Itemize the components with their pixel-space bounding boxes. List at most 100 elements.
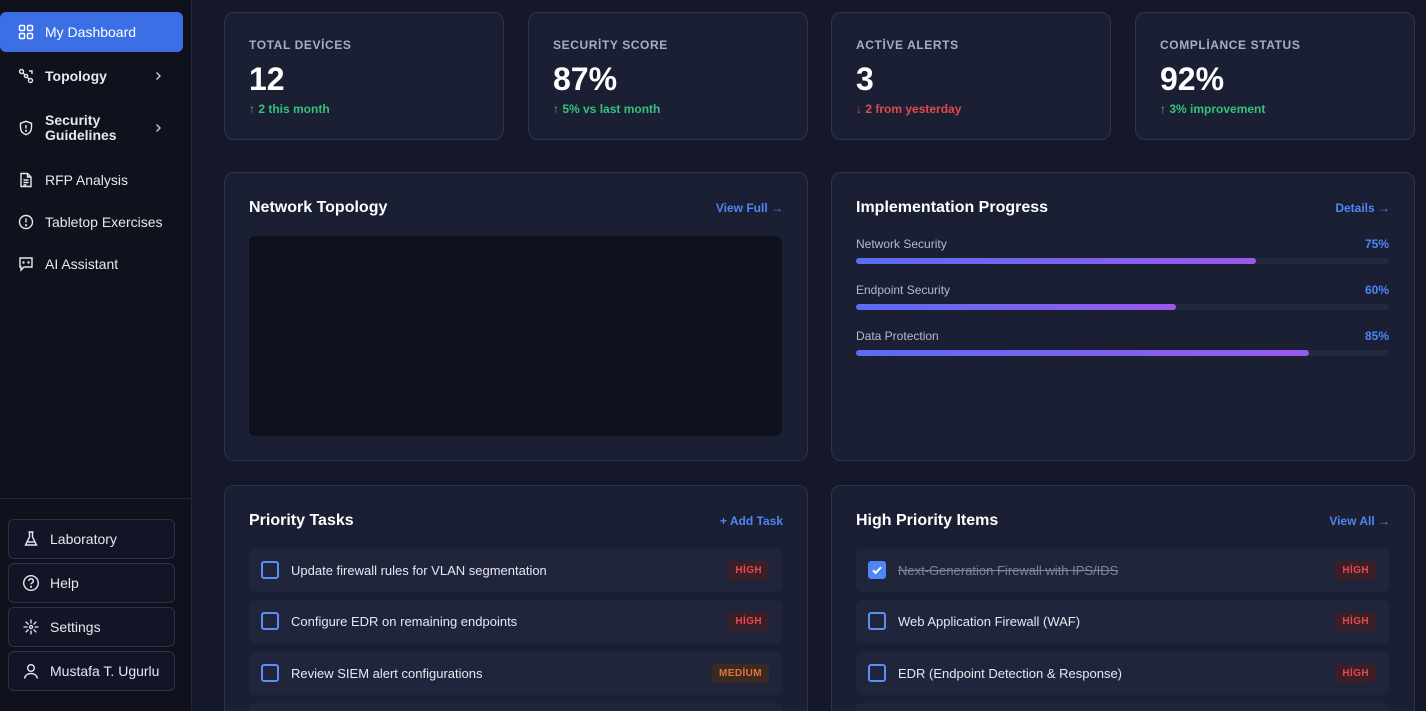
sidebar-item-label: Tabletop Exercises (45, 214, 163, 230)
stat-value: 87% (553, 61, 618, 97)
item-text: Next-Generation Firewall with IPS/IDS (898, 563, 1119, 578)
stat-delta: ↓ 2 from yesterday (856, 102, 962, 116)
priority-badge: HİGH (1335, 664, 1376, 683)
list-item[interactable] (856, 703, 1389, 711)
implementation-progress-card: Implementation Progress Details → Networ… (831, 172, 1415, 461)
sidebar-item-label: My Dashboard (45, 24, 137, 40)
item-text: EDR (Endpoint Detection & Response) (898, 666, 1123, 681)
progress-fill (856, 304, 1176, 310)
flask-icon (22, 530, 40, 548)
task-text: Configure EDR on remaining endpoints (291, 614, 518, 629)
priority-badge: HİGH (728, 612, 769, 631)
item-text: Web Application Firewall (WAF) (898, 614, 1081, 629)
progress-track (856, 258, 1389, 264)
chat-icon (18, 256, 34, 272)
add-task-link[interactable]: + Add Task (719, 514, 783, 528)
check-icon (872, 566, 882, 575)
sidebar-divider (0, 498, 192, 499)
task-checkbox[interactable] (261, 561, 279, 579)
user-icon (22, 662, 40, 680)
laboratory-button[interactable]: Laboratory (8, 519, 175, 559)
progress-name: Network Security (856, 237, 947, 251)
item-checkbox[interactable] (868, 664, 886, 682)
priority-badge: MEDİUM (712, 664, 769, 683)
priority-tasks-card: Priority Tasks + Add Task Update firewal… (224, 485, 808, 711)
priority-badge: HİGH (1335, 561, 1376, 580)
task-row[interactable] (249, 703, 782, 711)
sidebar: My Dashboard Topology Security Guideline… (0, 0, 192, 711)
stat-label: ACTİVE ALERTS (856, 38, 959, 52)
help-button[interactable]: Help (8, 563, 175, 603)
sidebar-item-label: AI Assistant (45, 256, 119, 272)
task-text: Review SIEM alert configurations (291, 666, 483, 681)
sidebar-item-label: RFP Analysis (45, 172, 128, 188)
stat-value: 3 (856, 61, 874, 97)
progress-track (856, 304, 1389, 310)
sidebar-item-topology[interactable]: Topology (0, 56, 183, 96)
stat-delta: ↑ 3% improvement (1160, 102, 1266, 116)
stat-label: TOTAL DEVİCES (249, 38, 352, 52)
task-row[interactable]: Configure EDR on remaining endpoints HİG… (249, 600, 782, 643)
help-label: Help (50, 575, 79, 591)
progress-percent: 85% (1364, 329, 1389, 343)
view-all-link[interactable]: View All → (1329, 514, 1390, 528)
sidebar-item-label: Security Guidelines (45, 112, 117, 143)
card-title: Priority Tasks (249, 512, 354, 529)
progress-fill (856, 350, 1310, 356)
settings-button[interactable]: Settings (8, 607, 175, 647)
chevron-right-icon (156, 124, 161, 132)
item-checkbox[interactable] (868, 561, 886, 579)
network-topology-card: Network Topology View Full → (224, 172, 808, 461)
list-item[interactable]: EDR (Endpoint Detection & Response) HİGH (856, 652, 1389, 695)
stat-card-security-score: SECURİTY SCORE 87% ↑ 5% vs last month (528, 12, 808, 140)
sidebar-item-my-dashboard[interactable]: My Dashboard (0, 12, 183, 52)
chevron-right-icon (156, 72, 161, 80)
sidebar-item-rfp-analysis[interactable]: RFP Analysis (0, 160, 183, 200)
help-circle-icon (22, 574, 40, 592)
priority-badge: HİGH (1335, 612, 1376, 631)
topology-icon (18, 68, 34, 84)
stat-card-compliance-status: COMPLİANCE STATUS 92% ↑ 3% improvement (1135, 12, 1415, 140)
list-item[interactable]: Web Application Firewall (WAF) HİGH (856, 600, 1389, 643)
stat-value: 92% (1160, 61, 1225, 97)
sidebar-item-ai-assistant[interactable]: AI Assistant (0, 244, 183, 284)
user-name: Mustafa T. Ugurlu (50, 663, 160, 679)
sidebar-item-tabletop-exercises[interactable]: Tabletop Exercises (0, 202, 183, 242)
progress-percent: 60% (1364, 283, 1389, 297)
progress-track (856, 350, 1389, 356)
high-priority-items-card: High Priority Items View All → Next-Gene… (831, 485, 1415, 711)
card-title: Network Topology (249, 199, 388, 216)
stat-card-total-devices: TOTAL DEVİCES 12 ↑ 2 this month (224, 12, 504, 140)
stat-delta: ↑ 2 this month (249, 102, 330, 116)
shield-icon (18, 120, 34, 136)
grid-icon (18, 24, 34, 40)
card-title: Implementation Progress (856, 199, 1049, 216)
stat-label: COMPLİANCE STATUS (1160, 38, 1301, 52)
stat-card-active-alerts: ACTİVE ALERTS 3 ↓ 2 from yesterday (831, 12, 1111, 140)
progress-name: Endpoint Security (856, 283, 951, 297)
details-link[interactable]: Details → (1335, 201, 1390, 215)
topology-canvas[interactable] (249, 236, 782, 436)
alert-circle-icon (18, 214, 34, 230)
progress-name: Data Protection (856, 329, 939, 343)
sidebar-item-security-guidelines[interactable]: Security Guidelines (0, 107, 183, 149)
document-icon (18, 172, 34, 188)
task-checkbox[interactable] (261, 664, 279, 682)
stat-label: SECURİTY SCORE (553, 38, 668, 52)
list-item[interactable]: Next-Generation Firewall with IPS/IDS Hİ… (856, 549, 1389, 592)
task-row[interactable]: Review SIEM alert configurations MEDİUM (249, 652, 782, 695)
sidebar-item-label: Topology (45, 67, 107, 84)
stat-delta: ↑ 5% vs last month (553, 102, 661, 116)
laboratory-label: Laboratory (50, 531, 117, 547)
progress-percent: 75% (1364, 237, 1389, 251)
task-row[interactable]: Update firewall rules for VLAN segmentat… (249, 549, 782, 592)
item-checkbox[interactable] (868, 612, 886, 630)
progress-fill (856, 258, 1256, 264)
stat-value: 12 (249, 61, 285, 97)
priority-badge: HİGH (728, 561, 769, 580)
task-checkbox[interactable] (261, 612, 279, 630)
view-full-link[interactable]: View Full → (715, 201, 783, 215)
card-title: High Priority Items (856, 512, 999, 529)
settings-label: Settings (50, 619, 101, 635)
user-profile-button[interactable]: Mustafa T. Ugurlu (8, 651, 175, 691)
